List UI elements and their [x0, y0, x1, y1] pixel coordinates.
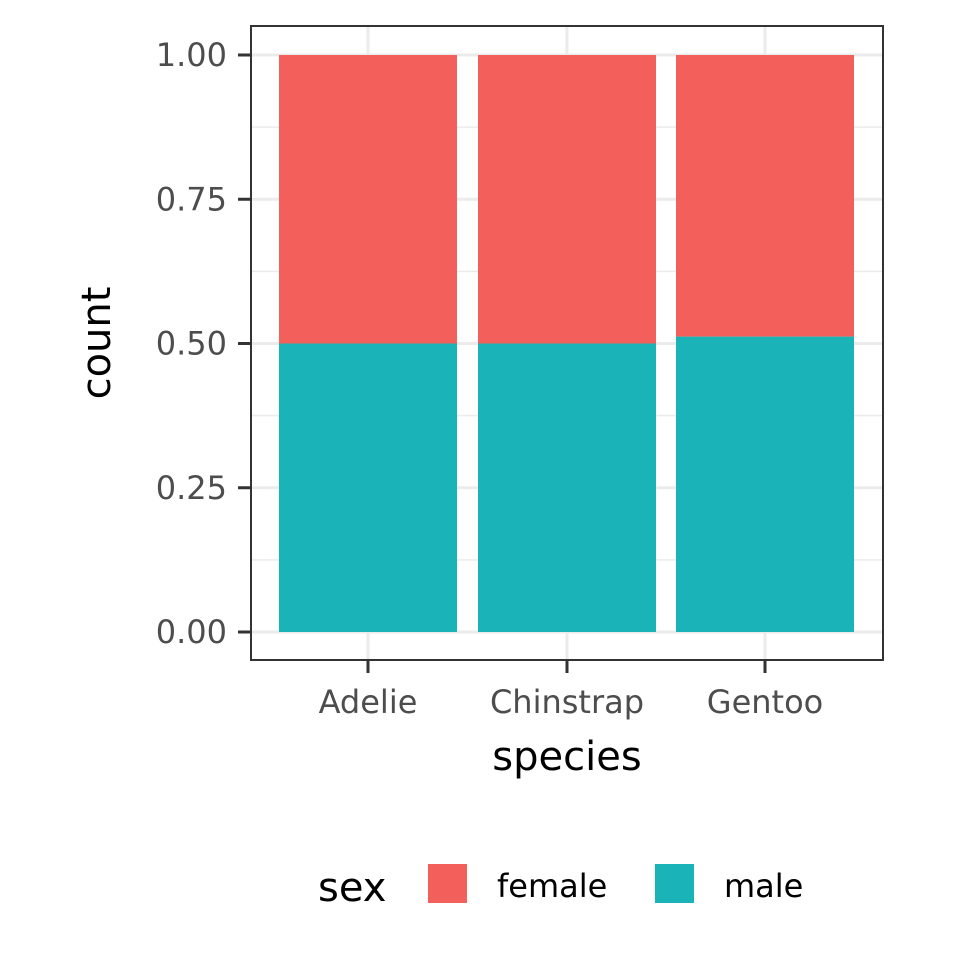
y-tick-label: 0.75: [156, 180, 227, 218]
bar-adelie-female: [279, 55, 457, 344]
legend-label-male: male: [724, 867, 803, 905]
x-tick-label-adelie: Adelie: [319, 683, 418, 721]
y-tick-label: 0.50: [156, 325, 227, 363]
y-tick-label: 0.00: [156, 613, 227, 651]
y-tick-label: 0.25: [156, 469, 227, 507]
legend-items: female male: [428, 864, 803, 905]
legend-key-male: [655, 864, 694, 903]
legend: sex female male: [318, 864, 803, 911]
y-axis: 0.00 0.25 0.50 0.75 1.00: [156, 36, 251, 651]
y-axis-title: count: [74, 287, 120, 400]
x-axis: Adelie Chinstrap Gentoo: [319, 660, 823, 721]
legend-title: sex: [318, 865, 386, 911]
bar-chinstrap-female: [478, 55, 656, 344]
bars: [279, 55, 854, 632]
y-tick-label: 1.00: [156, 36, 227, 74]
x-axis-title: species: [492, 734, 641, 780]
legend-label-female: female: [497, 867, 607, 905]
bar-gentoo-female: [676, 55, 854, 337]
legend-key-female: [428, 864, 467, 903]
x-tick-label-gentoo: Gentoo: [707, 683, 823, 721]
x-tick-label-chinstrap: Chinstrap: [490, 683, 644, 721]
bar-chinstrap-male: [478, 343, 656, 632]
bar-gentoo-male: [676, 336, 854, 632]
bar-adelie-male: [279, 343, 457, 632]
